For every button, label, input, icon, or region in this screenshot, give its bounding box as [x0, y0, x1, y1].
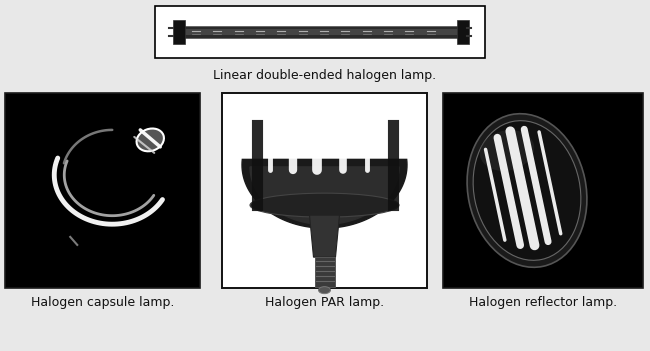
Bar	[173, 20, 185, 44]
Text: Halogen capsule lamp.: Halogen capsule lamp.	[31, 296, 174, 309]
Bar	[155, 6, 485, 58]
Text: Halogen reflector lamp.: Halogen reflector lamp.	[469, 296, 617, 309]
Ellipse shape	[318, 287, 330, 294]
Bar	[182, 29, 458, 35]
Ellipse shape	[250, 193, 399, 217]
Bar	[177, 26, 463, 38]
Polygon shape	[242, 159, 407, 228]
Bar	[457, 20, 469, 44]
Bar	[222, 93, 427, 288]
Bar	[315, 257, 335, 287]
Bar	[443, 93, 643, 288]
Ellipse shape	[136, 128, 164, 151]
Ellipse shape	[480, 130, 534, 171]
Polygon shape	[309, 215, 339, 257]
Ellipse shape	[467, 114, 587, 267]
Bar	[5, 93, 200, 288]
Text: Linear double-ended halogen lamp.: Linear double-ended halogen lamp.	[213, 69, 437, 82]
Ellipse shape	[474, 121, 580, 260]
Text: Halogen PAR lamp.: Halogen PAR lamp.	[265, 296, 384, 309]
Polygon shape	[250, 167, 399, 224]
